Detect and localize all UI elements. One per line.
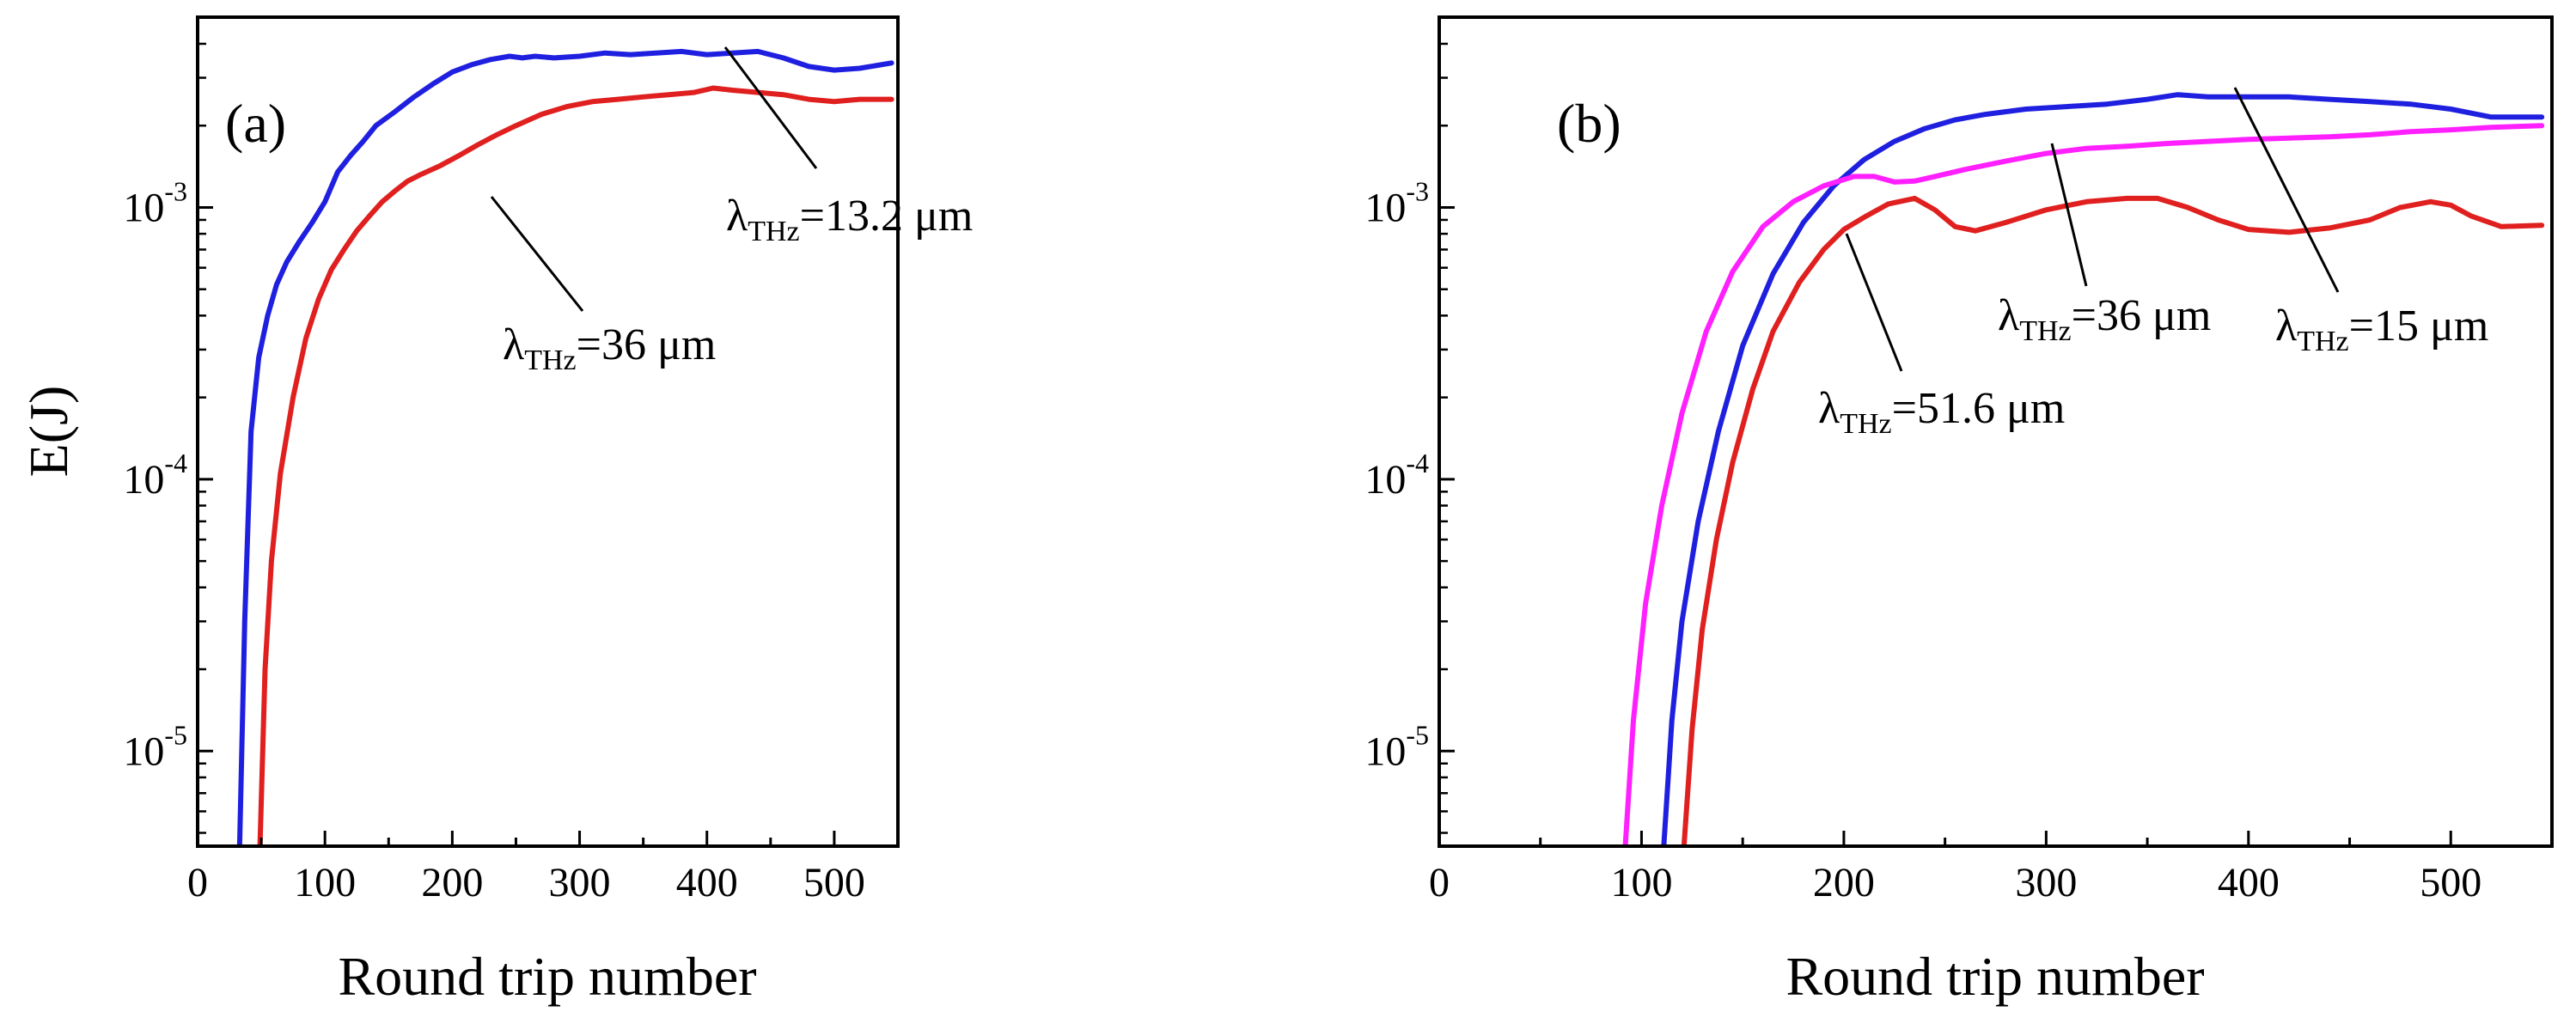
panel-a-label: (a) — [225, 93, 286, 154]
panel-b-series-line-1 — [1622, 123, 2545, 846]
panel-b-annotation-1: λTHz=15 μm — [2275, 302, 2488, 357]
panel-b-x-tick-label-4: 400 — [2218, 860, 2280, 905]
panel-a-annotations: λTHz=13.2 μm λTHz=36 μm — [490, 46, 973, 376]
panel-b-y-tick-label-1: 10-4 — [1364, 448, 1429, 503]
panel-b-annotation-2: λTHz=51.6 μm — [1818, 384, 2065, 440]
panel-b-ticks: 0 100 200 300 400 500 10-5 10-4 10-3 — [1364, 16, 2554, 905]
panel-b-annotation-leader-2 — [1845, 233, 1903, 372]
panel-a-x-axis-title: Round trip number — [338, 946, 756, 1007]
panel-b-x-tick-label-2: 200 — [1813, 860, 1875, 905]
panel-b-frame — [1438, 15, 2554, 848]
panel-a-y-axis-title: E(J) — [18, 386, 79, 478]
panel-a-y-tick-label-2: 10-3 — [123, 175, 187, 230]
panel-a-x-tick-label-4: 400 — [676, 860, 738, 905]
panel-b-x-tick-label-1: 100 — [1610, 860, 1672, 905]
panel-b-x-tick-label-0: 0 — [1429, 860, 1450, 905]
panel-b-series-line-0 — [1661, 92, 2545, 846]
panel-a: 0 100 200 300 400 500 10-5 10-4 10-3 λTHz=13.2 μ… — [18, 15, 973, 1007]
panel-a-y-tick-label-0: 10-5 — [123, 719, 187, 774]
panel-b-x-tick-label-3: 300 — [2015, 860, 2077, 905]
panel-a-annotation-0: λTHz=13.2 μm — [726, 192, 973, 247]
panel-b: 0 100 200 300 400 500 10-5 10-4 10-3 λTHz=36 μm … — [1364, 15, 2554, 1007]
panel-a-series-line-0 — [236, 48, 894, 846]
panel-b-annotation-0: λTHz=36 μm — [1998, 291, 2211, 347]
panel-a-x-tick-label-0: 0 — [187, 860, 208, 905]
panel-a-x-tick-label-2: 200 — [421, 860, 483, 905]
panel-a-y-tick-label-1: 10-4 — [123, 448, 187, 503]
panel-a-annotation-leader-0 — [723, 46, 818, 169]
panel-b-series-line-2 — [1681, 195, 2545, 846]
panel-b-series-layer — [1622, 92, 2545, 846]
panel-a-x-tick-label-1: 100 — [294, 860, 356, 905]
panel-b-x-tick-label-5: 500 — [2420, 860, 2481, 905]
panel-a-series-layer — [236, 48, 894, 846]
panel-a-x-tick-label-3: 300 — [549, 860, 611, 905]
panel-a-annotation-1: λTHz=36 μm — [503, 320, 716, 376]
panel-b-x-axis-title: Round trip number — [1785, 946, 2204, 1007]
panel-b-y-tick-label-0: 10-5 — [1364, 719, 1429, 774]
panel-a-frame — [196, 15, 900, 848]
panel-a-series-line-1 — [257, 85, 894, 846]
panel-b-label: (b) — [1557, 93, 1621, 154]
panel-a-annotation-leader-1 — [490, 196, 584, 312]
panel-b-annotation-leader-0 — [2050, 143, 2088, 287]
panel-a-x-tick-label-5: 500 — [803, 860, 865, 905]
panel-a-ticks: 0 100 200 300 400 500 10-5 10-4 10-3 — [123, 16, 900, 905]
panel-b-annotations: λTHz=36 μm λTHz=15 μm λTHz=51.6 μm — [1818, 87, 2488, 440]
panel-b-annotation-leader-1 — [2233, 87, 2340, 293]
panel-b-y-tick-label-2: 10-3 — [1364, 175, 1429, 230]
